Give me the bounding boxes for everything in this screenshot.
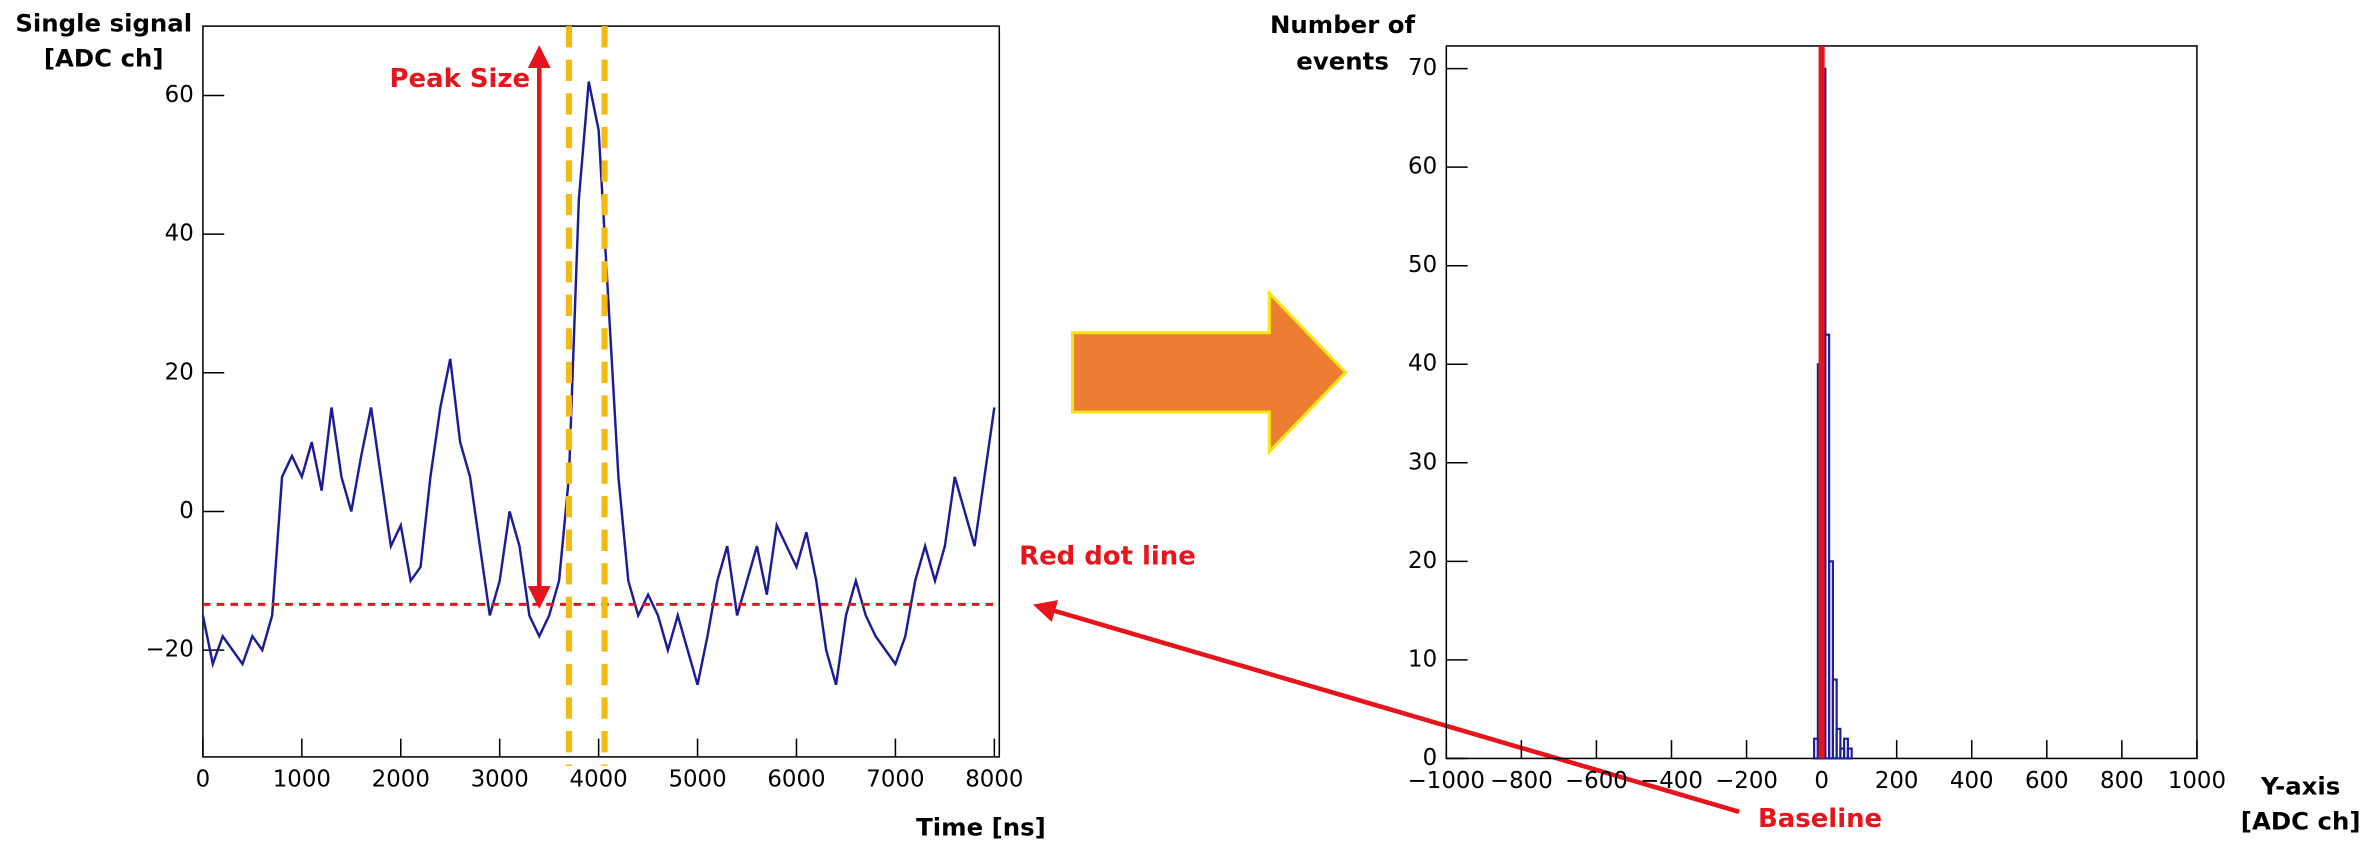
y-tick-label: 60 [1408,154,1437,180]
x-tick-label: −800 [1490,768,1553,794]
histogram-bin [1846,747,1853,760]
y-axis-title: events [1296,47,1389,76]
y-tick-label: 20 [165,359,194,385]
x-tick-label: 400 [1950,768,1994,794]
y-tick-label: 30 [1408,449,1437,475]
x-axis-title: Y-axis [2260,771,2340,800]
x-tick-label: 0 [196,766,211,792]
histogram-bin [1831,678,1838,760]
y-tick-label: 20 [1408,548,1437,574]
x-tick-label: 5000 [668,766,726,792]
x-tick-label: 0 [1814,768,1829,794]
y-axis-title: Single signal [15,9,192,38]
x-tick-label: 800 [2100,768,2144,794]
histogram-bin [1824,333,1831,760]
histogram-bin [1835,727,1842,760]
x-tick-label: 200 [1875,768,1919,794]
y-tick-label: 70 [1408,55,1437,81]
x-tick-label: −200 [1715,768,1778,794]
baseline-label: Baseline [1758,804,1882,834]
x-tick-label: 3000 [471,766,529,792]
y-tick-label: −20 [145,637,193,663]
baseline-pointer [1033,600,1740,815]
x-tick-label: 4000 [570,766,628,792]
y-tick-label: 10 [1408,646,1437,672]
x-axis-title: Time [ns] [916,813,1046,841]
x-tick-label: 7000 [866,766,924,792]
y-tick-label: 50 [1408,252,1437,278]
y-tick-label: 0 [179,498,194,524]
x-tick-label: −400 [1640,768,1703,794]
plot-frame [202,25,1001,758]
x-tick-label: 2000 [372,766,430,792]
peak-label: Peak Size [390,64,531,94]
y-tick-label: 40 [165,221,194,247]
x-tick-label: 6000 [767,766,825,792]
waveform [201,81,996,686]
x-tick-label: 1000 [273,766,331,792]
x-axis-title: [ADC ch] [2241,807,2361,836]
y-axis-title: Number of [1270,10,1416,39]
histogram-bin [1828,560,1834,760]
x-tick-label: −600 [1565,768,1628,794]
transition-arrow [1071,289,1348,456]
y-tick-label: 40 [1408,351,1437,377]
x-tick-label: 600 [2025,768,2069,794]
reference-label: Red dot line [1019,542,1196,572]
y-tick-label: 0 [1423,745,1438,771]
x-tick-label: −1000 [1408,768,1485,794]
y-tick-label: 60 [165,82,194,108]
x-tick-label: 1000 [2168,768,2226,794]
x-tick-label: 8000 [965,766,1023,792]
y-axis-title: [ADC ch] [44,44,164,73]
